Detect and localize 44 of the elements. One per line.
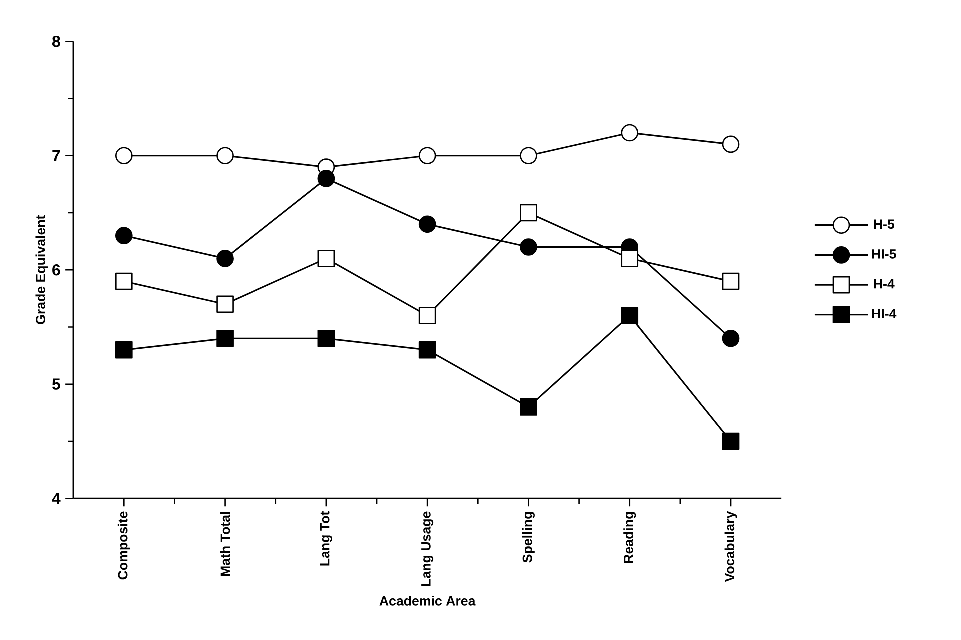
point [115, 227, 133, 245]
x-tick-label: Lang Tot [320, 511, 332, 566]
legend-label: HI-5 [872, 250, 896, 259]
point [418, 307, 436, 324]
x-tick-label: Lang Usage [422, 512, 434, 586]
point [520, 238, 538, 256]
point [115, 272, 133, 290]
point [216, 330, 234, 348]
point [621, 124, 639, 142]
legend-label: H-5 [874, 220, 894, 230]
point [216, 250, 234, 268]
x-tick-label: Vocabulary [724, 511, 738, 582]
y-tick-label: 6 [52, 264, 60, 276]
point [216, 147, 234, 165]
x-tick-label: Math Total [220, 512, 230, 576]
x-tick-label: Spelling [522, 512, 535, 563]
point [520, 204, 538, 222]
y-tick-label: 7 [52, 150, 60, 162]
point [621, 250, 639, 268]
y-tick-label: 5 [52, 378, 60, 390]
x-tick-label: Composite [118, 512, 130, 580]
point [418, 216, 436, 234]
point [216, 296, 234, 314]
point [418, 147, 436, 165]
point [318, 330, 336, 348]
point [318, 250, 336, 268]
point [722, 136, 740, 154]
point [722, 272, 740, 290]
point [115, 341, 133, 359]
x-axis-title: Academic Area [380, 596, 476, 606]
legend-label: H-4 [874, 279, 895, 289]
point [621, 307, 639, 324]
point [520, 398, 538, 416]
y-tick-label: 8 [52, 36, 60, 48]
point [115, 147, 133, 165]
y-axis-title: Grade Equivalent [36, 215, 48, 324]
x-tick-label: Reading [624, 512, 636, 564]
point [722, 330, 740, 348]
y-tick-label: 4 [52, 493, 61, 504]
point [520, 147, 538, 165]
point [318, 170, 336, 188]
point [722, 432, 740, 450]
legend-label: HI-4 [872, 309, 897, 318]
point [418, 341, 436, 359]
